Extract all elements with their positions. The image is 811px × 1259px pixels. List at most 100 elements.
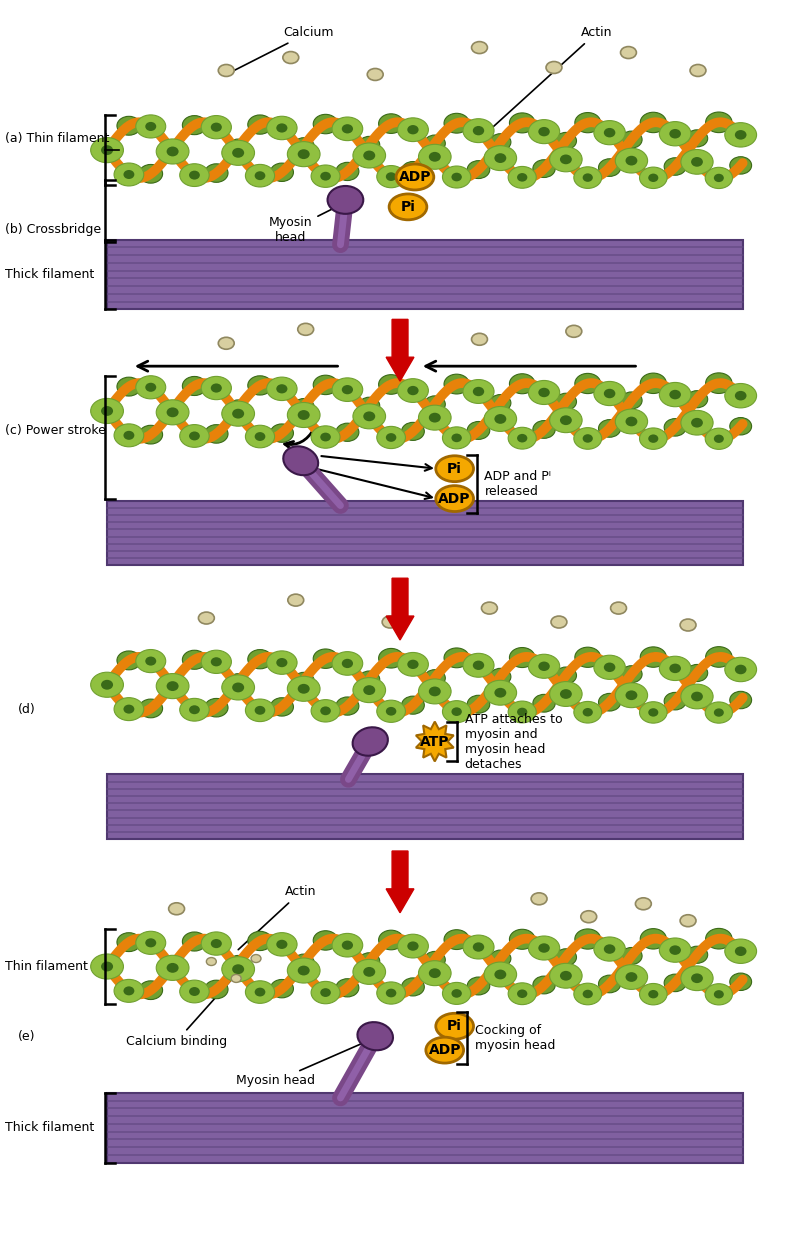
Ellipse shape [401, 422, 424, 441]
Ellipse shape [594, 655, 625, 680]
Ellipse shape [139, 981, 162, 1000]
Text: (a) Thin filament: (a) Thin filament [5, 132, 109, 145]
Ellipse shape [180, 424, 209, 447]
Ellipse shape [363, 412, 375, 422]
Ellipse shape [298, 966, 310, 976]
Ellipse shape [539, 943, 550, 953]
Ellipse shape [539, 388, 550, 397]
Ellipse shape [277, 384, 287, 393]
Ellipse shape [377, 165, 406, 188]
Ellipse shape [529, 120, 560, 144]
Ellipse shape [320, 706, 331, 715]
Ellipse shape [735, 947, 746, 956]
Ellipse shape [397, 652, 428, 676]
Ellipse shape [101, 680, 113, 690]
Ellipse shape [377, 427, 406, 448]
Ellipse shape [365, 958, 373, 964]
Ellipse shape [358, 1022, 393, 1050]
Ellipse shape [358, 397, 380, 414]
Ellipse shape [495, 687, 506, 697]
Ellipse shape [648, 118, 659, 127]
Ellipse shape [539, 661, 550, 671]
Ellipse shape [659, 656, 691, 681]
Ellipse shape [736, 423, 745, 431]
Ellipse shape [353, 677, 385, 703]
Ellipse shape [135, 115, 165, 138]
Ellipse shape [180, 980, 209, 1003]
Ellipse shape [91, 954, 123, 980]
Ellipse shape [287, 141, 320, 166]
Ellipse shape [365, 676, 373, 682]
Ellipse shape [336, 978, 359, 997]
Ellipse shape [386, 120, 396, 128]
Ellipse shape [206, 958, 217, 966]
Ellipse shape [135, 650, 165, 672]
Ellipse shape [669, 390, 681, 399]
Ellipse shape [101, 962, 113, 972]
Ellipse shape [736, 161, 745, 169]
Ellipse shape [620, 47, 637, 58]
Ellipse shape [566, 325, 581, 337]
Ellipse shape [336, 423, 359, 442]
Ellipse shape [221, 957, 255, 982]
Ellipse shape [232, 409, 244, 418]
Ellipse shape [714, 118, 724, 127]
Text: ATP: ATP [420, 734, 449, 749]
Ellipse shape [397, 118, 428, 141]
Ellipse shape [556, 393, 577, 410]
Ellipse shape [313, 115, 338, 133]
Ellipse shape [255, 121, 265, 128]
Ellipse shape [341, 940, 353, 949]
Ellipse shape [135, 375, 165, 399]
Ellipse shape [294, 137, 314, 155]
Ellipse shape [182, 116, 207, 135]
Text: Calcium binding: Calcium binding [126, 977, 234, 1047]
Ellipse shape [424, 952, 445, 968]
Ellipse shape [358, 136, 380, 154]
Ellipse shape [463, 118, 494, 142]
Ellipse shape [277, 169, 286, 176]
Ellipse shape [365, 141, 373, 149]
Ellipse shape [232, 147, 244, 157]
Ellipse shape [320, 937, 331, 944]
Ellipse shape [146, 170, 156, 178]
Ellipse shape [582, 379, 593, 388]
Ellipse shape [574, 701, 602, 723]
Ellipse shape [277, 658, 287, 667]
Ellipse shape [482, 602, 497, 614]
Ellipse shape [103, 681, 111, 689]
Ellipse shape [517, 653, 527, 662]
Ellipse shape [706, 928, 732, 949]
Ellipse shape [582, 174, 593, 181]
Ellipse shape [735, 665, 746, 675]
Ellipse shape [706, 373, 732, 394]
Ellipse shape [162, 957, 183, 973]
Ellipse shape [287, 403, 320, 428]
Ellipse shape [341, 385, 353, 394]
Ellipse shape [604, 944, 616, 954]
Ellipse shape [145, 122, 157, 131]
Ellipse shape [556, 132, 577, 150]
Ellipse shape [648, 934, 659, 943]
Ellipse shape [353, 728, 388, 755]
Ellipse shape [452, 120, 461, 127]
Ellipse shape [533, 695, 556, 713]
Ellipse shape [648, 709, 659, 716]
Ellipse shape [671, 423, 680, 431]
Ellipse shape [620, 948, 642, 964]
Ellipse shape [336, 162, 359, 180]
Ellipse shape [574, 983, 602, 1005]
Ellipse shape [367, 68, 383, 81]
Ellipse shape [180, 164, 209, 186]
Ellipse shape [640, 647, 667, 667]
Ellipse shape [490, 133, 511, 151]
Ellipse shape [730, 156, 752, 174]
Ellipse shape [190, 938, 200, 946]
Ellipse shape [640, 701, 667, 723]
Ellipse shape [124, 383, 134, 390]
Ellipse shape [594, 121, 625, 145]
Ellipse shape [343, 167, 352, 175]
Ellipse shape [124, 122, 134, 130]
Ellipse shape [620, 392, 642, 409]
Ellipse shape [146, 986, 156, 995]
